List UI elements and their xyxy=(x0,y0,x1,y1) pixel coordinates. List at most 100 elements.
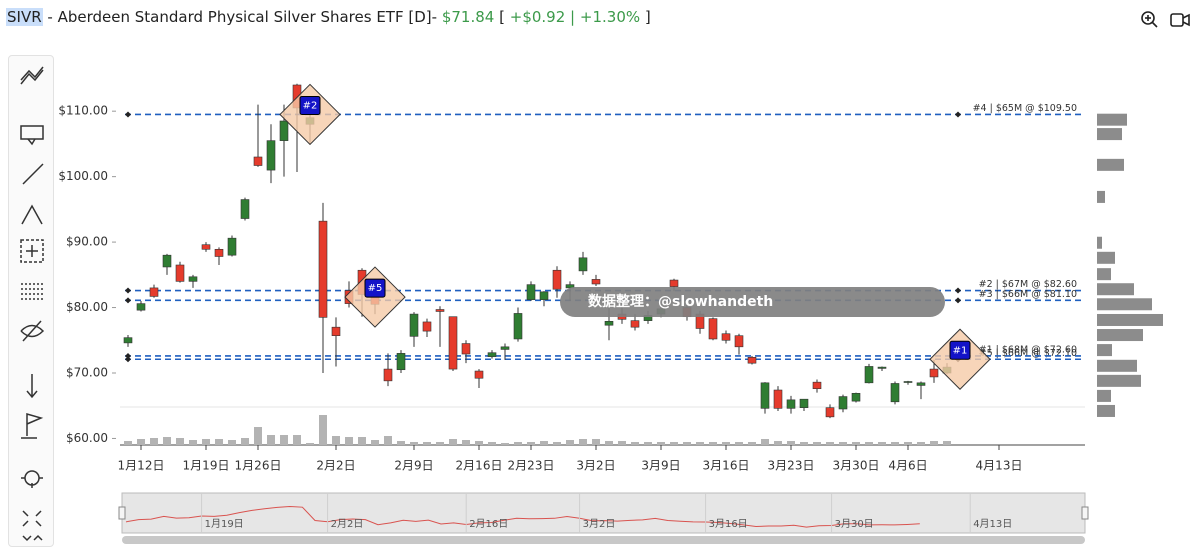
profile-bar xyxy=(1097,128,1122,141)
toolbar-icons xyxy=(20,66,45,542)
volume-bar xyxy=(202,439,210,445)
volume-bar xyxy=(215,439,223,445)
profile-bar xyxy=(1097,359,1137,372)
volume-bar xyxy=(306,443,314,445)
navigator-label: 1月19日 xyxy=(205,518,244,530)
volume-bar xyxy=(228,440,236,445)
collapse-tool[interactable] xyxy=(22,534,43,542)
y-tick-label: $100.00 xyxy=(58,169,108,183)
level-dot xyxy=(125,356,131,363)
candle-body xyxy=(734,335,744,348)
camera-button[interactable] xyxy=(1170,13,1190,27)
volume-bar xyxy=(839,442,847,445)
volume-bar xyxy=(748,442,756,445)
candle-body xyxy=(578,257,588,272)
volume-bar xyxy=(722,442,730,445)
candle-body xyxy=(422,321,432,332)
x-tick-label: 3月16日 xyxy=(703,459,750,473)
volume-bar xyxy=(761,439,769,445)
volume-bar xyxy=(293,435,301,445)
candle-body xyxy=(747,356,757,364)
toolbar xyxy=(8,55,54,547)
candle-body xyxy=(669,279,679,287)
x-tick-label: 1月12日 xyxy=(118,459,165,473)
x-tick-label: 1月26日 xyxy=(235,459,282,473)
volume-bar xyxy=(332,436,340,445)
bracket: ] xyxy=(644,8,651,26)
candle-body xyxy=(175,264,185,282)
level-dot xyxy=(955,111,961,118)
navigator xyxy=(121,492,1086,534)
profile-bar xyxy=(1097,113,1127,126)
candle-body xyxy=(630,320,640,328)
x-tick-label: 2月9日 xyxy=(394,459,433,473)
zoom-tool[interactable] xyxy=(21,470,43,488)
navigator-handle[interactable] xyxy=(1081,506,1089,520)
profile-bar xyxy=(1097,283,1134,296)
volume-bar xyxy=(384,436,392,445)
marker-badge xyxy=(949,340,971,360)
candle-body xyxy=(214,248,224,257)
level-label: #3 | $66M @ $81.10 xyxy=(979,289,1077,300)
text-tool[interactable] xyxy=(20,125,44,146)
y-tick-label: $110.00 xyxy=(58,104,108,118)
candle-body xyxy=(461,343,471,355)
volume-bar xyxy=(579,439,587,445)
marker-badge xyxy=(299,95,321,115)
candle-body xyxy=(773,389,783,409)
sort-tool[interactable] xyxy=(26,374,38,399)
volume-bar xyxy=(241,438,249,445)
candle-body xyxy=(149,287,159,297)
candle-body xyxy=(266,140,276,171)
candle-body xyxy=(474,370,484,379)
volume-bar xyxy=(943,441,951,445)
profile-bar xyxy=(1097,404,1115,417)
volume-bar xyxy=(852,442,860,445)
volume-bar xyxy=(475,441,483,445)
navigator-label: 2月2日 xyxy=(331,518,364,530)
volume-bar xyxy=(813,442,821,445)
candle-body xyxy=(916,382,926,386)
candle-body xyxy=(838,396,848,410)
x-tick-label: 3月2日 xyxy=(576,459,615,473)
hide-tool[interactable] xyxy=(20,320,45,342)
volume-bar xyxy=(410,442,418,445)
volume-bar xyxy=(891,442,899,445)
volume-bar xyxy=(436,442,444,445)
volume-bar xyxy=(163,437,171,445)
zoom-button[interactable] xyxy=(1141,11,1158,28)
change-pct: +1.30% xyxy=(579,8,641,26)
crosshair-tool[interactable] xyxy=(20,239,44,263)
candle-body xyxy=(227,237,237,256)
fib-tool[interactable] xyxy=(21,204,43,225)
volume-bar xyxy=(462,440,470,445)
volume-bar xyxy=(644,442,652,445)
navigator-handle[interactable] xyxy=(118,506,126,520)
volume-bar xyxy=(423,442,431,445)
scrollbar[interactable] xyxy=(122,536,1085,544)
level-label: #4 | $65M @ $109.50 xyxy=(973,103,1077,114)
volume-bar xyxy=(189,440,197,445)
candle-body xyxy=(864,366,874,384)
line-tool[interactable] xyxy=(22,163,44,185)
candle-body xyxy=(513,313,523,340)
volume-bar xyxy=(631,442,639,445)
indicator-tool[interactable] xyxy=(20,66,44,85)
volume-bar xyxy=(800,442,808,445)
candle-body xyxy=(279,120,289,141)
change: +$0.92 xyxy=(509,8,566,26)
security-name: - Aberdeen Standard Physical Silver Shar… xyxy=(47,8,438,26)
candle-body xyxy=(188,276,198,282)
profile-bar xyxy=(1097,158,1124,171)
candle-body xyxy=(591,279,601,285)
navigator-label: 2月16日 xyxy=(469,518,508,530)
navigator-label: 4月13日 xyxy=(973,518,1012,530)
candle-body xyxy=(383,368,393,382)
flag-tool[interactable] xyxy=(21,413,44,439)
profile-bar xyxy=(1097,389,1111,402)
candle-body xyxy=(851,392,861,402)
profile-bar xyxy=(1097,190,1105,203)
fullscreen-tool[interactable] xyxy=(22,510,42,527)
